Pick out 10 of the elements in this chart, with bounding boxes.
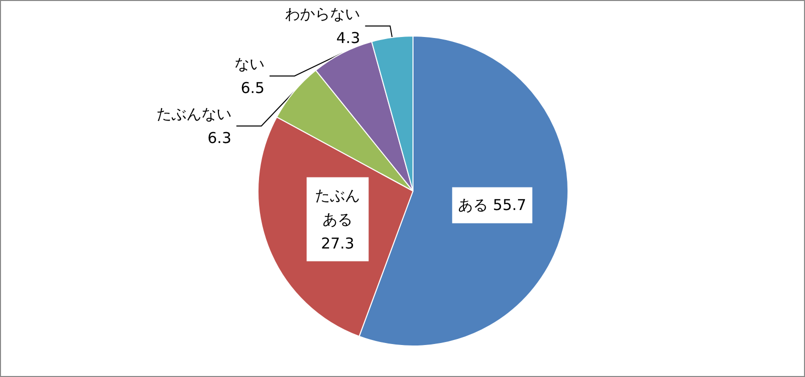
data-label: 27.3 bbox=[320, 234, 354, 252]
slice-label: たぶんある bbox=[315, 186, 360, 228]
slice-label: わからない bbox=[285, 5, 360, 23]
slice-label: ない bbox=[234, 55, 265, 73]
data-label: 6.5 bbox=[240, 79, 265, 97]
slice-label: たぶんない bbox=[156, 105, 232, 123]
slice-label: ある bbox=[458, 196, 488, 214]
data-label: 4.3 bbox=[336, 29, 360, 47]
data-label: 55.7 bbox=[492, 196, 526, 214]
data-label: 6.3 bbox=[208, 129, 232, 147]
